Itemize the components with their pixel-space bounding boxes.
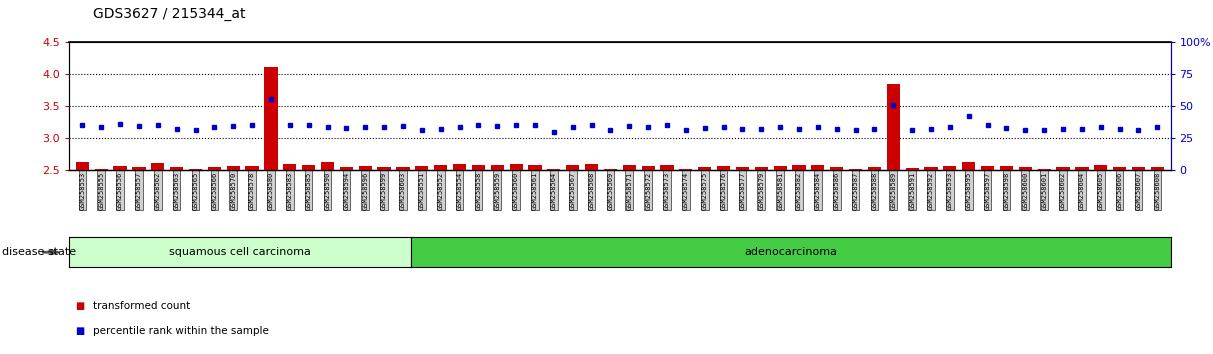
Bar bbox=[95, 169, 108, 170]
Bar bbox=[245, 166, 258, 170]
Text: ■: ■ bbox=[75, 301, 85, 311]
Bar bbox=[340, 167, 353, 170]
Bar bbox=[754, 167, 768, 170]
Bar bbox=[359, 166, 372, 170]
Bar bbox=[377, 167, 391, 170]
Bar bbox=[397, 167, 410, 170]
Bar bbox=[585, 164, 598, 170]
Bar bbox=[170, 167, 183, 170]
Bar bbox=[1094, 165, 1107, 170]
Bar bbox=[717, 166, 730, 170]
Bar bbox=[227, 166, 240, 170]
Bar bbox=[321, 162, 334, 170]
Bar bbox=[547, 169, 560, 170]
Bar bbox=[622, 165, 636, 170]
Bar bbox=[207, 167, 221, 170]
Bar bbox=[152, 163, 165, 170]
Text: transformed count: transformed count bbox=[93, 301, 190, 311]
Bar bbox=[114, 166, 126, 170]
Bar bbox=[472, 165, 485, 170]
Bar bbox=[452, 164, 466, 170]
Bar bbox=[944, 166, 957, 170]
Bar bbox=[699, 167, 711, 170]
Bar bbox=[302, 165, 315, 170]
Text: ■: ■ bbox=[75, 326, 85, 336]
Text: adenocarcinoma: adenocarcinoma bbox=[745, 247, 837, 257]
Bar bbox=[283, 164, 296, 170]
Bar bbox=[867, 167, 881, 170]
Bar bbox=[792, 165, 805, 170]
Bar bbox=[1132, 167, 1145, 170]
Bar bbox=[509, 164, 523, 170]
Bar bbox=[434, 165, 448, 170]
Text: percentile rank within the sample: percentile rank within the sample bbox=[93, 326, 269, 336]
Bar bbox=[1151, 167, 1164, 170]
Bar bbox=[264, 67, 278, 170]
Text: GDS3627 / 215344_at: GDS3627 / 215344_at bbox=[93, 7, 246, 21]
Bar bbox=[415, 166, 428, 170]
Bar bbox=[490, 165, 503, 170]
Bar bbox=[1114, 167, 1126, 170]
Bar bbox=[849, 169, 862, 170]
Bar bbox=[642, 166, 655, 170]
Bar bbox=[1075, 167, 1088, 170]
Bar bbox=[924, 167, 938, 170]
Bar bbox=[830, 167, 843, 170]
Bar bbox=[1057, 167, 1070, 170]
Bar bbox=[566, 165, 580, 170]
Bar bbox=[604, 169, 617, 170]
Bar bbox=[887, 84, 900, 170]
Bar bbox=[660, 165, 673, 170]
Bar bbox=[189, 169, 203, 170]
Bar bbox=[811, 165, 825, 170]
Bar bbox=[981, 166, 995, 170]
Bar bbox=[132, 167, 146, 170]
Text: disease state: disease state bbox=[2, 247, 76, 257]
Bar bbox=[962, 162, 975, 170]
Bar bbox=[75, 162, 89, 170]
Bar bbox=[1019, 167, 1032, 170]
Bar bbox=[1000, 166, 1013, 170]
Bar bbox=[774, 166, 787, 170]
Bar bbox=[906, 168, 918, 170]
Bar bbox=[736, 167, 750, 170]
Bar bbox=[1037, 169, 1050, 170]
Bar bbox=[529, 165, 541, 170]
Bar bbox=[679, 169, 693, 170]
Text: squamous cell carcinoma: squamous cell carcinoma bbox=[169, 247, 311, 257]
